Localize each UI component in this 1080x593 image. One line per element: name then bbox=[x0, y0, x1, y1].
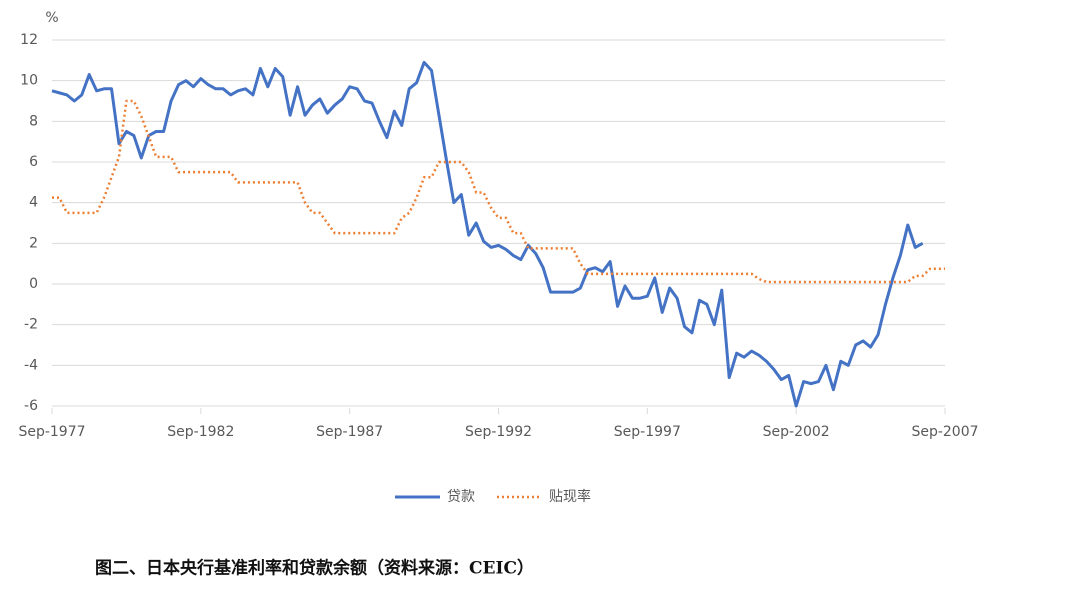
y-tick-label: 10 bbox=[20, 73, 38, 89]
x-tick-label: Sep-1992 bbox=[465, 424, 532, 440]
legend-label: 贴现率 bbox=[549, 488, 591, 505]
caption: 图二、日本央行基准利率和贷款余额（资料来源：CEIC） bbox=[95, 558, 534, 579]
y-tick-label: 6 bbox=[29, 154, 38, 170]
y-unit: % bbox=[45, 10, 58, 26]
series-line bbox=[52, 99, 945, 284]
y-tick-label: 4 bbox=[29, 195, 38, 211]
x-tick-label: Sep-1997 bbox=[614, 424, 681, 440]
series-line bbox=[51, 60, 924, 408]
y-tick-label: 12 bbox=[20, 32, 38, 48]
y-tick-label: 0 bbox=[29, 276, 38, 292]
y-tick-label: 8 bbox=[29, 113, 38, 129]
x-tick-label: Sep-1977 bbox=[18, 424, 85, 440]
y-tick-label: -4 bbox=[24, 357, 38, 373]
x-tick-label: Sep-1987 bbox=[316, 424, 383, 440]
legend-label: 贷款 bbox=[447, 489, 475, 505]
x-tick-label: Sep-2007 bbox=[911, 424, 978, 440]
x-tick-label: Sep-1982 bbox=[167, 424, 234, 440]
y-tick-label: -6 bbox=[24, 398, 38, 414]
x-tick-label: Sep-2002 bbox=[763, 424, 830, 440]
y-tick-label: 2 bbox=[29, 235, 38, 251]
y-tick-label: -2 bbox=[24, 317, 38, 333]
